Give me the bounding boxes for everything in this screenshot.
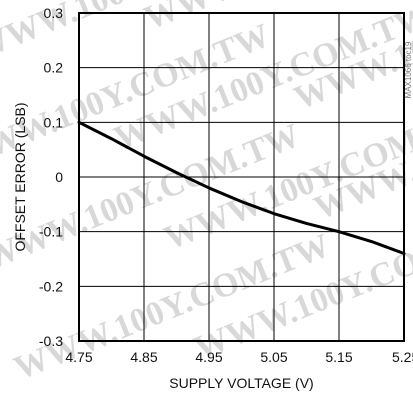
x-tick-label: 5.15 [325, 349, 352, 365]
x-tick-label: 4.75 [65, 349, 92, 365]
y-tick-label: -0.1 [39, 224, 63, 240]
y-tick-label: -0.3 [39, 333, 63, 349]
y-axis-title: OFFSET ERROR (LSB) [12, 102, 28, 251]
plot-frame [78, 12, 405, 342]
y-tick-label: -0.2 [39, 278, 63, 294]
x-tick-label: 5.25 [392, 349, 413, 365]
x-axis-tick-labels: 4.75 4.85 4.95 5.05 5.15 5.25 [65, 349, 413, 365]
y-tick-label: 0.3 [44, 5, 64, 21]
figure-id-label: MAX1066 toc19 [404, 41, 413, 98]
x-tick-label: 4.85 [130, 349, 157, 365]
x-tick-label: 4.95 [195, 349, 222, 365]
y-tick-label: 0.2 [44, 60, 64, 76]
data-series-layer [77, 120, 406, 256]
x-axis-title: SUPPLY VOLTAGE (V) [169, 375, 313, 391]
y-axis-tick-labels: 0.3 0.2 0.1 0 -0.1 -0.2 -0.3 [39, 5, 63, 349]
watermark-layer: WWW.100Y.COM.TWWWW.100Y.COM.TWWWW.100Y.C… [0, 0, 413, 387]
y-tick-label: 0.1 [44, 114, 64, 130]
x-tick-label: 5.05 [260, 349, 287, 365]
y-tick-label: 0 [55, 169, 63, 185]
offset-error-series-line [77, 120, 406, 256]
